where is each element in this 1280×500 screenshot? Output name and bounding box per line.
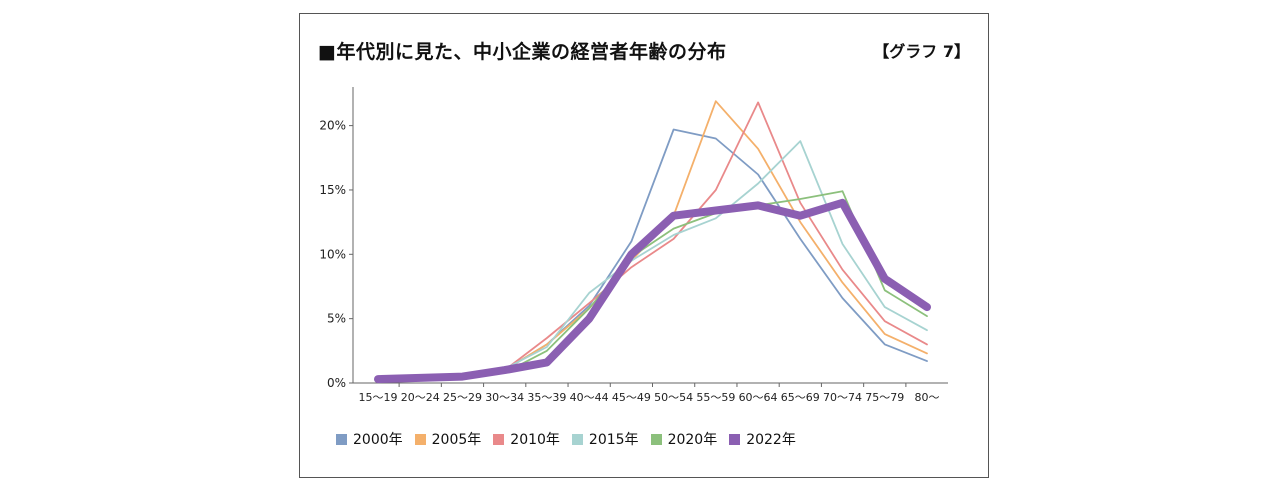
y-tick-label: 0% [327,376,346,390]
x-tick-label: 55～59 [696,391,735,404]
legend-label: 2010年 [510,432,560,448]
x-tick-label: 50～54 [654,391,693,404]
x-tick-label: 75～79 [865,391,904,404]
legend-item: 2022年 [729,429,796,449]
x-tick-label: 70～74 [823,391,862,404]
legend-swatch [493,433,505,445]
legend-item: 2010年 [493,429,560,449]
series-line-2000年 [377,128,928,382]
line-chart: 0% 5% 10% 15% 20% 15～19 20～24 25～29 30～34 35～39 40… [319,87,948,404]
series-line-2022年 [374,198,931,384]
legend-item: 2005年 [414,429,482,449]
legend-swatch [414,433,426,445]
legend-swatch [650,433,662,445]
x-tick-label: 40～44 [570,391,609,404]
legend-item: 2015年 [571,429,639,449]
legend-label: 2000年 [353,432,403,448]
chart-title: ■年代別に見た、中小企業の経営者年齢の分布 [318,41,727,63]
y-tick-label: 5% [327,312,346,326]
x-tick-label: 15～19 [359,391,398,404]
x-tick-label: 60～64 [739,391,778,404]
x-tick-label: 65～69 [781,391,820,404]
legend-swatch [571,433,583,445]
x-tick-label: 35～39 [527,391,566,404]
y-tick-label: 20% [319,119,346,133]
graph-number-tag: 【グラフ 7】 [873,42,970,61]
legend-swatch [729,433,741,445]
y-tick-label: 10% [319,247,346,261]
x-tick-label: 45～49 [612,391,651,404]
x-tick-label: 80～ [915,391,940,404]
series-line-2015年 [377,140,928,382]
x-tick-label: 20～24 [401,391,440,404]
legend-label: 2015年 [588,432,639,448]
legend-label: 2022年 [746,432,796,448]
series-line-2005年 [377,100,928,382]
legend-item: 2000年 [336,429,403,449]
legend-label: 2005年 [431,432,482,448]
y-tick-label: 15% [319,183,346,197]
legend-label: 2020年 [667,432,718,448]
chart-frame: ■年代別に見た、中小企業の経営者年齢の分布 【グラフ 7】 0% 5% 10% 15%… [299,13,989,478]
chart-legend: 2000年 2005年 2010年 2015年 2020年 2022年 [336,429,808,449]
x-tick-label: 30～34 [485,391,524,404]
legend-swatch [336,433,347,445]
x-tick-label: 25～29 [443,391,482,404]
legend-item: 2020年 [650,429,718,449]
series-line-2010年 [377,101,928,382]
